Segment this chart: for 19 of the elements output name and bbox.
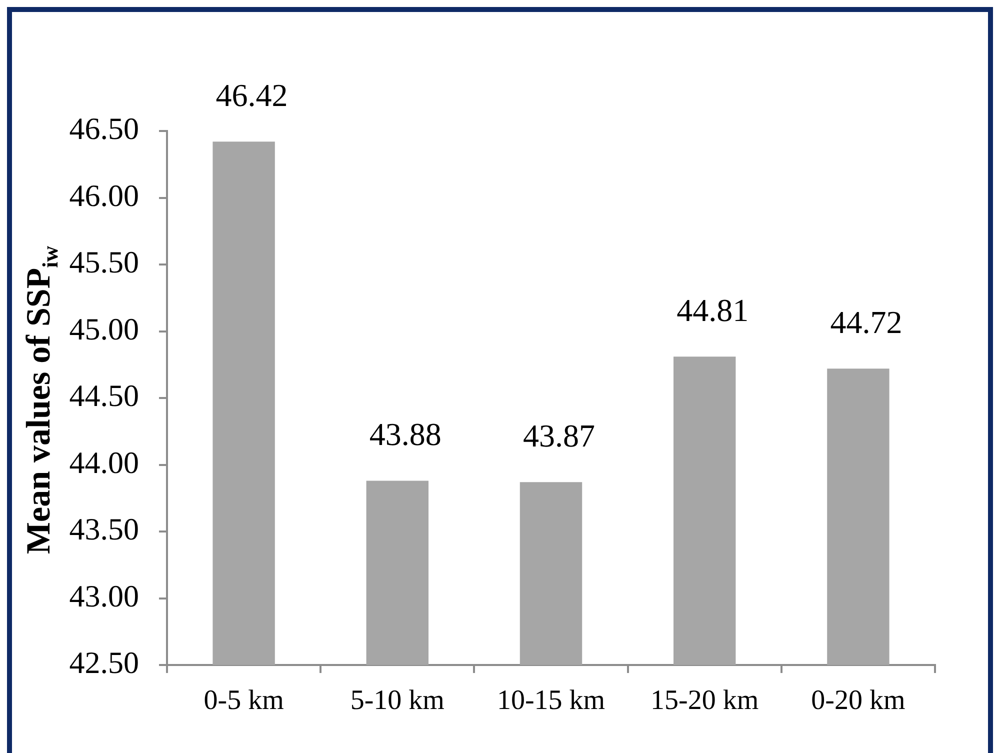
data-label: 43.87 bbox=[523, 418, 595, 454]
x-tick-label: 0-20 km bbox=[811, 685, 906, 716]
data-label: 43.88 bbox=[369, 416, 442, 452]
x-tick-label: 5-10 km bbox=[350, 685, 445, 716]
data-label: 44.72 bbox=[830, 304, 902, 340]
x-tick-label: 0-5 km bbox=[204, 685, 284, 716]
y-tick-label: 43.50 bbox=[69, 512, 139, 547]
y-tick-label: 46.00 bbox=[69, 178, 139, 213]
x-tick-label: 10-15 km bbox=[496, 685, 606, 716]
y-tick-label: 45.50 bbox=[69, 244, 139, 280]
y-tick-label: 42.50 bbox=[69, 645, 139, 680]
y-tick-label: 46.50 bbox=[69, 111, 139, 146]
y-tick-label: 43.00 bbox=[69, 578, 139, 614]
y-tick-label: 44.00 bbox=[69, 444, 139, 480]
data-label: 44.81 bbox=[676, 292, 749, 328]
y-tick-label: 44.50 bbox=[69, 378, 139, 414]
data-label: 46.42 bbox=[216, 77, 288, 114]
y-tick-label: 45.00 bbox=[69, 311, 139, 346]
x-tick-label: 15-20 km bbox=[650, 685, 759, 716]
